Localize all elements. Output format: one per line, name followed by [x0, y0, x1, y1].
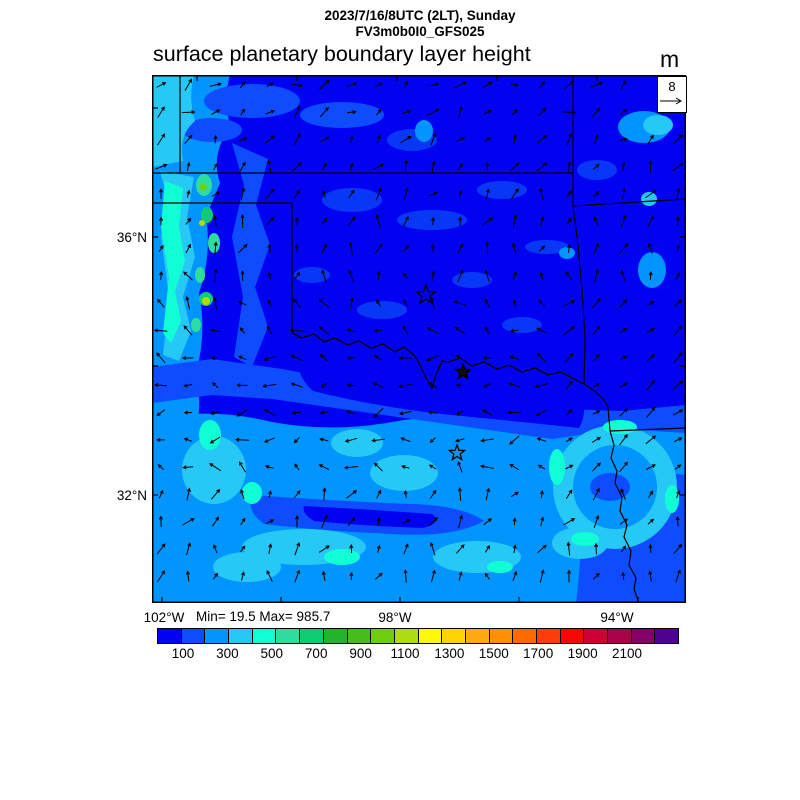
map-plot-area: [152, 75, 687, 604]
colorbar-tick-label: 1500: [478, 646, 509, 661]
map-frame: [152, 75, 686, 603]
colorbar-segment: [583, 628, 609, 644]
star-marker-dfw: [447, 443, 467, 461]
wind-reference-arrow-icon: [660, 97, 682, 105]
colorbar-segment: [488, 628, 514, 644]
star-marker-filled: [453, 362, 473, 380]
colorbar-segment: [299, 628, 324, 644]
colorbar-tick-label: 1700: [523, 646, 554, 661]
lon-label-98w: 98°W: [378, 610, 412, 625]
colorbar-segment: [512, 628, 537, 644]
colorbar-segment: [228, 628, 253, 644]
colorbar-segment: [393, 628, 419, 644]
colorbar-segment: [370, 628, 395, 644]
colorbar-segment: [441, 628, 466, 644]
lon-label-94w: 94°W: [600, 610, 634, 625]
wind-reference-box: 8: [657, 76, 687, 113]
map-svg: [152, 75, 687, 604]
colorbar-segment: [417, 628, 443, 644]
colorbar-tick-label: 700: [304, 646, 328, 661]
colorbar-segment: [607, 628, 632, 644]
colorbar-labels: 100 300 500 700 900 1100 1300 1500 1700 1900 2100: [157, 646, 679, 664]
colorbar-segment: [536, 628, 561, 644]
city-star-markers: [414, 283, 473, 461]
field-fill: [152, 75, 686, 603]
colorbar-tick-label: 900: [349, 646, 372, 661]
lat-label-32n: 32°N: [116, 488, 147, 503]
units-label: m: [660, 46, 680, 72]
colorbar-segment: [464, 628, 490, 644]
colorbar-segment: [654, 628, 680, 644]
sabine-border: [609, 430, 640, 604]
colorbar-tick-label: 1900: [567, 646, 598, 661]
red-river-border: [291, 332, 585, 390]
plot-title: surface planetary boundary layer height: [153, 42, 531, 66]
star-marker-okc: [414, 283, 438, 305]
colorbar-segment: [559, 628, 585, 644]
lon-label-102w: 102°W: [143, 610, 185, 625]
colorbar-tick-label: 1300: [434, 646, 465, 661]
colorbar-segment: [322, 628, 348, 644]
colorbar-segment: [180, 628, 206, 644]
high-value-specks: [191, 174, 220, 332]
colorbar-segment: [157, 628, 182, 644]
min-max-stats: Min= 19.5 Max= 985.7: [196, 609, 331, 624]
lat-label-36n: 36°N: [116, 230, 147, 245]
colorbar-tick-label: 100: [171, 646, 195, 661]
colorbar-tick-label: 500: [260, 646, 284, 661]
state-borders: [152, 75, 687, 604]
colorbar-tick-label: 1100: [390, 646, 420, 661]
colorbar-segment: [251, 628, 277, 644]
datetime-title: 2023/7/16/8UTC (2LT), Sunday: [324, 8, 516, 23]
wind-arrows: [153, 78, 684, 583]
colorbar-segment: [275, 628, 301, 644]
wind-reference-value: 8: [668, 79, 676, 94]
colorbar-tick-label: 2100: [611, 646, 643, 661]
model-title: FV3m0b0I0_GFS025: [355, 24, 485, 39]
colorbar-segment: [630, 628, 656, 644]
colorbar: [157, 628, 680, 644]
colorbar-segment: [204, 628, 230, 644]
colorbar-segment: [346, 628, 372, 644]
colorbar-tick-label: 300: [216, 646, 239, 661]
